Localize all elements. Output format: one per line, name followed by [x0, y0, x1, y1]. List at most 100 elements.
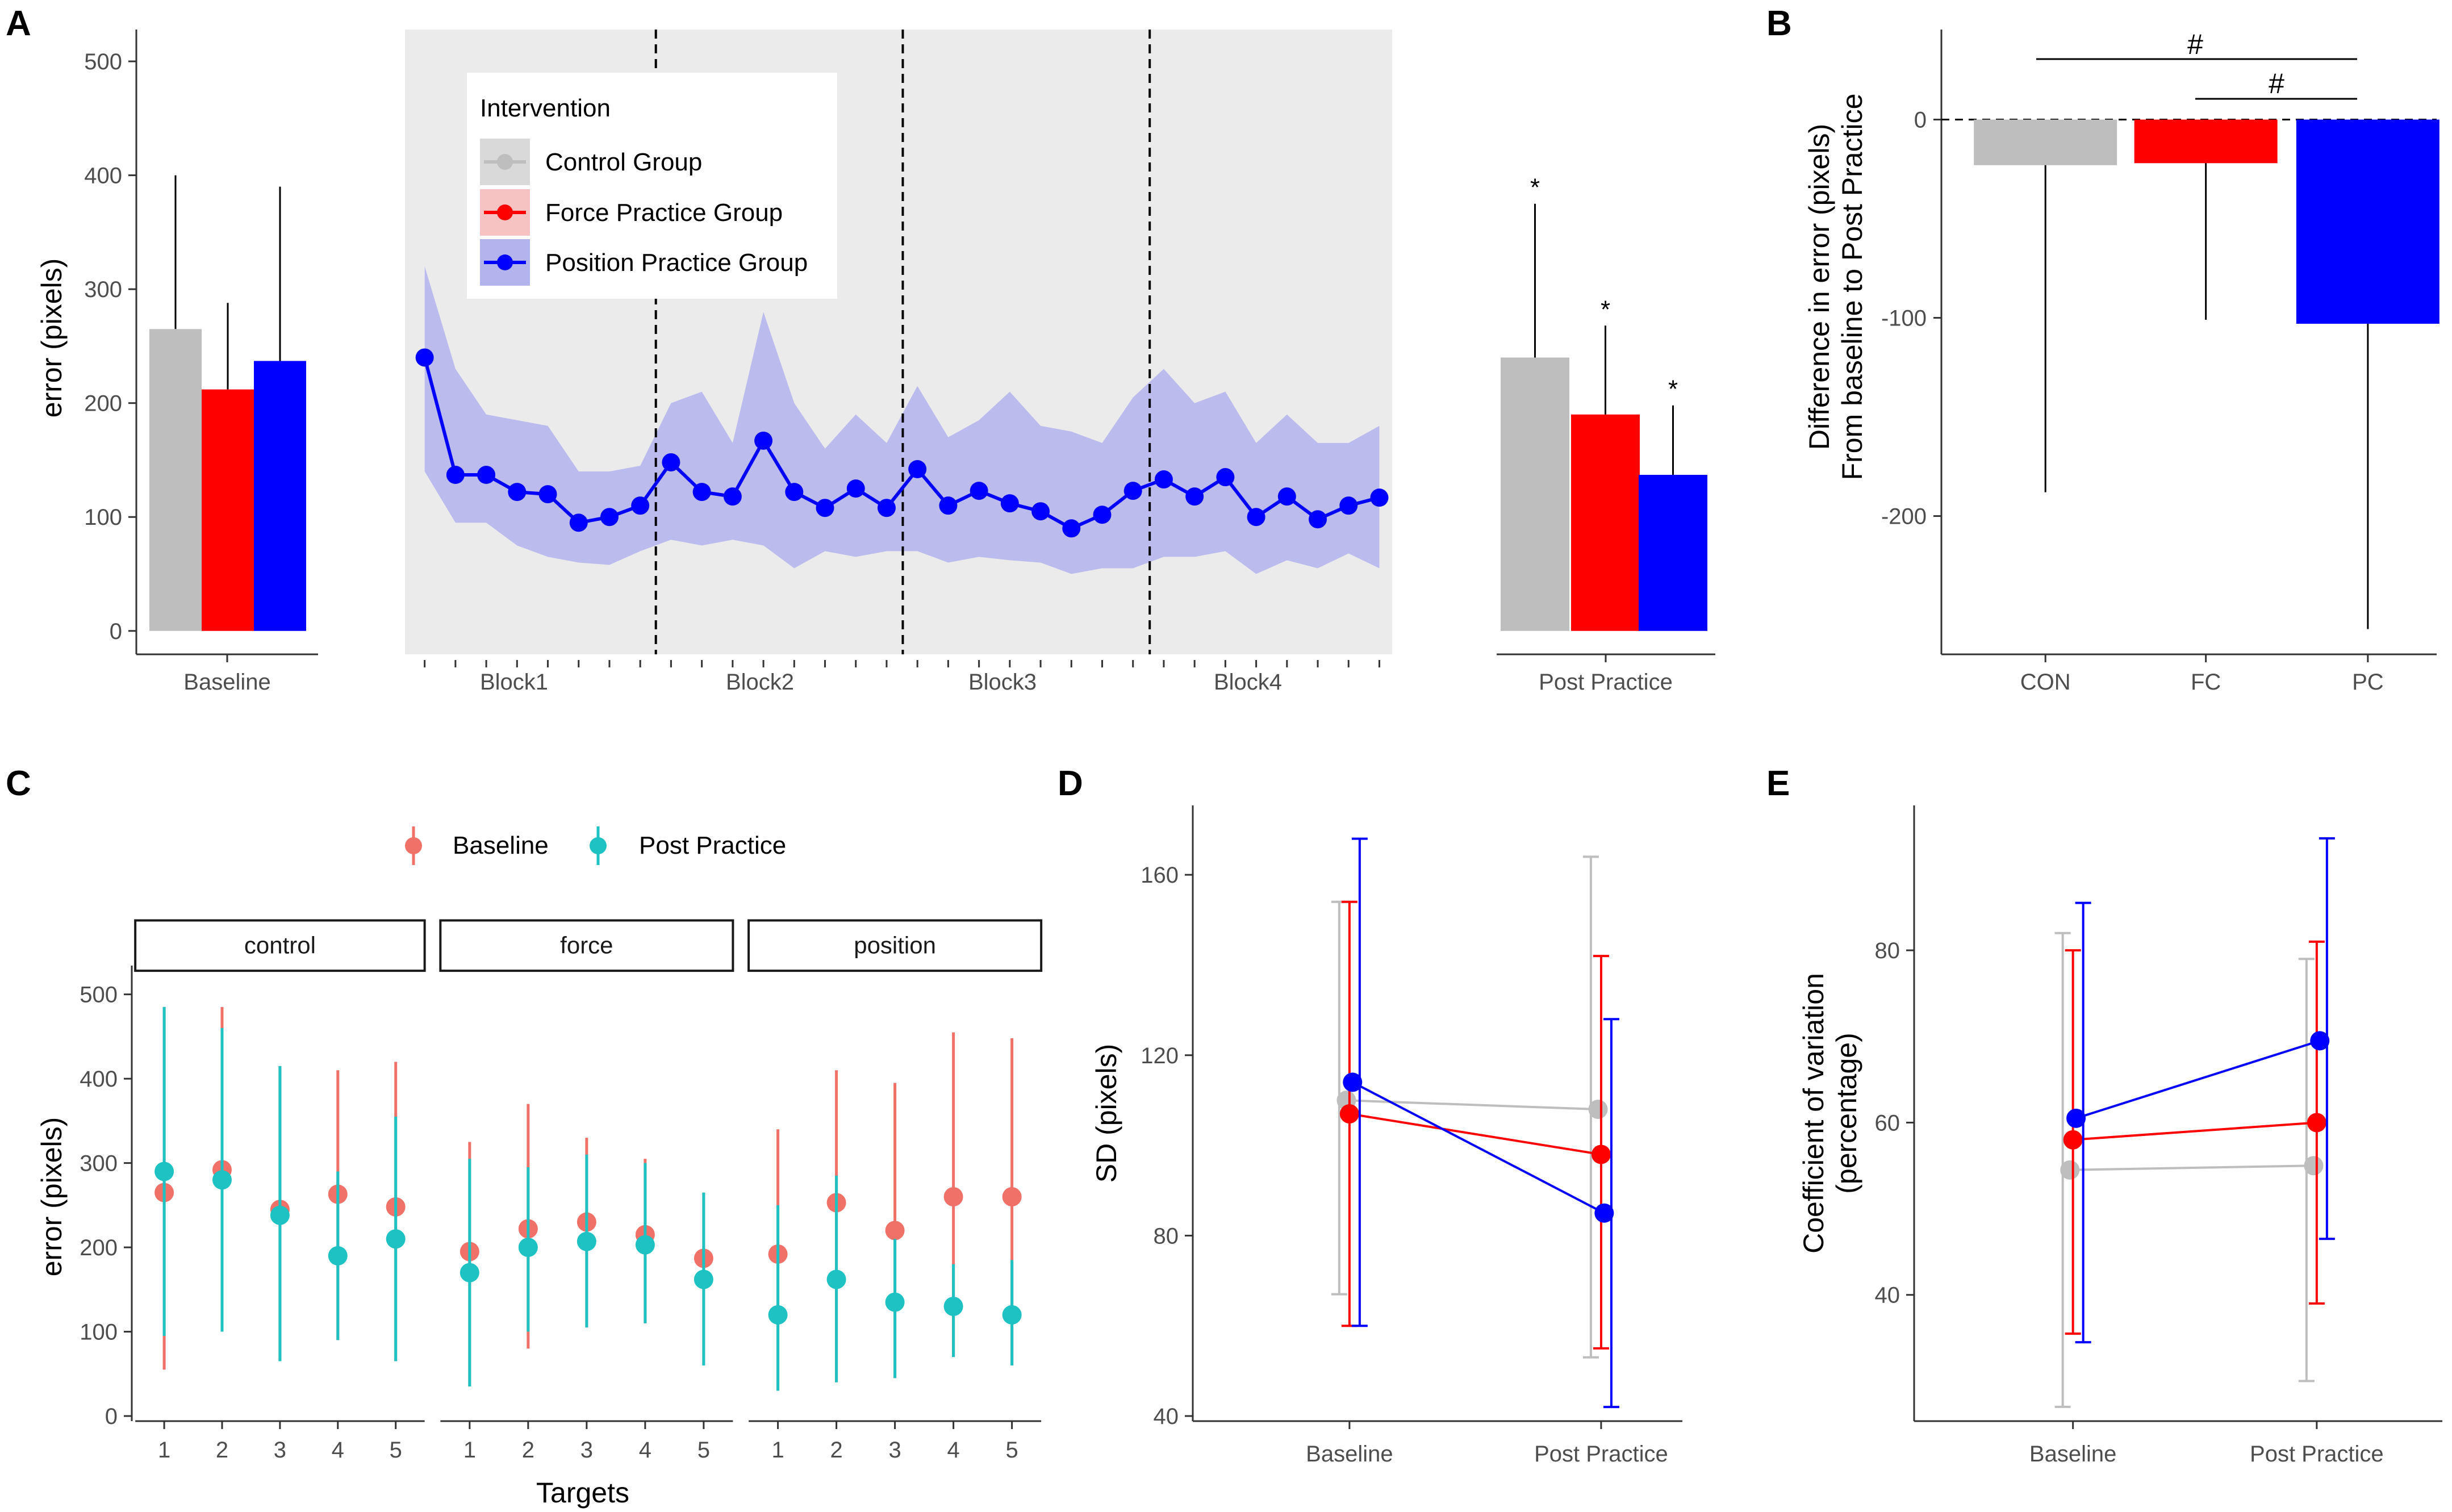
baseline-x-label: Baseline — [183, 670, 270, 695]
baseline-bar-control — [149, 329, 202, 631]
position-practice-point-2 — [446, 466, 465, 484]
position-practice-point-3 — [477, 466, 496, 484]
legend-key-control-point — [497, 154, 513, 170]
legend-label-force: Force Practice Group — [545, 199, 783, 227]
post-bar-position — [1639, 475, 1707, 631]
c-legend-post-point — [590, 837, 607, 854]
practice-x-ticks — [424, 660, 1380, 667]
c-x-label-position-4: 4 — [947, 1438, 959, 1463]
b-y-title-line1: Difference in error (pixels) — [1803, 124, 1835, 450]
c-y-title: error (pixels) — [36, 1117, 68, 1277]
d-point-force-0 — [1339, 1104, 1359, 1123]
c-x-label-position-2: 2 — [830, 1438, 842, 1463]
panel-e: 40 60 80 Baseline Post Practice Coefficient… — [1798, 805, 2442, 1467]
baseline-y-tick-label-500: 500 — [84, 49, 122, 74]
position-practice-point-17 — [908, 460, 927, 479]
e-point-force-1 — [2307, 1113, 2326, 1133]
position-practice-point-29 — [1277, 487, 1296, 506]
post-sig-position: * — [1668, 375, 1678, 403]
b-y-tick-label--200: -200 — [1881, 504, 1927, 529]
c-point-control-post-4 — [328, 1246, 348, 1265]
position-practice-point-22 — [1062, 519, 1081, 538]
e-y-ticks: 40 60 80 — [1875, 938, 1914, 1308]
position-practice-point-10 — [692, 483, 711, 502]
b-y-tick-label-0: 0 — [1914, 108, 1927, 133]
e-y-tick-label-60: 60 — [1875, 1110, 1900, 1135]
position-practice-point-8 — [631, 496, 650, 515]
position-practice-point-18 — [939, 496, 958, 515]
d-y-tick-label-80: 80 — [1154, 1223, 1179, 1248]
b-x-ticks: CON FC PC — [2020, 654, 2384, 695]
e-point-control-0 — [2060, 1160, 2080, 1180]
baseline-y-tick-label-200: 200 — [84, 391, 122, 416]
position-practice-point-4 — [508, 483, 527, 502]
c-point-control-post-1 — [154, 1162, 174, 1181]
facet-strip-label-control: control — [244, 932, 316, 958]
c-point-position-baseline-4 — [943, 1187, 963, 1206]
panel-label-a: A — [6, 4, 31, 43]
d-point-position-0 — [1343, 1072, 1363, 1092]
position-practice-point-16 — [877, 499, 896, 517]
c-x-label-position-3: 3 — [888, 1438, 901, 1463]
c-y-tick-label-500: 500 — [80, 983, 118, 1008]
d-line-control — [1346, 1099, 1598, 1111]
e-line-force — [2073, 1121, 2317, 1141]
position-practice-point-15 — [846, 479, 865, 498]
baseline-bar-position — [254, 361, 306, 631]
e-plot: Baseline Post Practice — [2029, 837, 2384, 1467]
e-x-label-1: Post Practice — [2250, 1442, 2384, 1467]
e-y-tick-label-40: 40 — [1875, 1283, 1900, 1308]
d-plot: Baseline Post Practice — [1306, 837, 1668, 1467]
c-y-ticks: 0 100 200 300 400 500 — [80, 983, 132, 1429]
panel-label-d: D — [1058, 764, 1083, 803]
block1-label: Block1 — [480, 670, 548, 695]
post-bar-force — [1571, 414, 1640, 631]
c-x-label-force-3: 3 — [580, 1438, 593, 1463]
c-x-label-control-3: 3 — [274, 1438, 286, 1463]
panel-label-e: E — [1766, 764, 1790, 803]
d-y-title: SD (pixels) — [1091, 1044, 1122, 1183]
position-practice-point-19 — [970, 482, 988, 500]
c-point-position-post-2 — [826, 1269, 846, 1289]
post-sig-control: * — [1530, 174, 1540, 202]
b-bar-CON — [1974, 119, 2117, 165]
e-y-tick-label-80: 80 — [1875, 938, 1900, 963]
panel-a: 0 100 200 300 400 500 Baseline error (pixels)… — [36, 30, 1715, 695]
c-legend-post-label: Post Practice — [639, 832, 786, 859]
baseline-y-tick-label-0: 0 — [110, 619, 122, 644]
e-x-label-0: Baseline — [2029, 1442, 2116, 1467]
e-point-position-0 — [2066, 1108, 2086, 1128]
legend-label-position: Position Practice Group — [545, 249, 808, 277]
c-facets: control 1 2 3 4 5 force 1 2 3 4 5 position 1 2 3 4 5 — [134, 919, 1043, 1463]
c-x-label-control-1: 1 — [158, 1438, 170, 1463]
position-practice-point-30 — [1309, 510, 1327, 529]
d-line-force — [1349, 1113, 1602, 1156]
e-point-force-0 — [2063, 1130, 2083, 1150]
c-x-label-position-1: 1 — [771, 1438, 784, 1463]
intervention-legend: Intervention Control Group Force Practic… — [467, 73, 837, 299]
d-y-tick-label-160: 160 — [1141, 863, 1179, 888]
position-practice-point-6 — [569, 513, 588, 532]
baseline-y-title: error (pixels) — [36, 258, 68, 418]
legend-key-force-point — [497, 204, 513, 220]
position-practice-point-11 — [723, 487, 742, 506]
post-sig-force: * — [1601, 295, 1610, 323]
c-point-force-post-2 — [518, 1238, 538, 1258]
position-practice-point-7 — [600, 508, 619, 527]
e-point-control-1 — [2304, 1156, 2324, 1176]
panel-d: 40 80 120 160 Baseline Post Practice SD (pix… — [1091, 805, 1682, 1467]
position-practice-point-24 — [1123, 482, 1142, 500]
b-y-ticks: 0 -100 -200 — [1881, 108, 1941, 529]
c-y-tick-label-300: 300 — [80, 1151, 118, 1176]
practice-line — [415, 348, 1389, 538]
baseline-bars — [149, 175, 306, 631]
position-practice-point-32 — [1370, 488, 1389, 507]
position-practice-point-14 — [816, 499, 834, 517]
facet-strip-position — [747, 919, 1043, 972]
b-significance-brackets: # # — [2036, 28, 2357, 100]
c-point-control-post-3 — [270, 1205, 290, 1225]
post-practice-bars: * * * — [1501, 174, 1707, 631]
c-point-force-post-1 — [460, 1263, 479, 1283]
position-practice-point-12 — [754, 431, 773, 450]
